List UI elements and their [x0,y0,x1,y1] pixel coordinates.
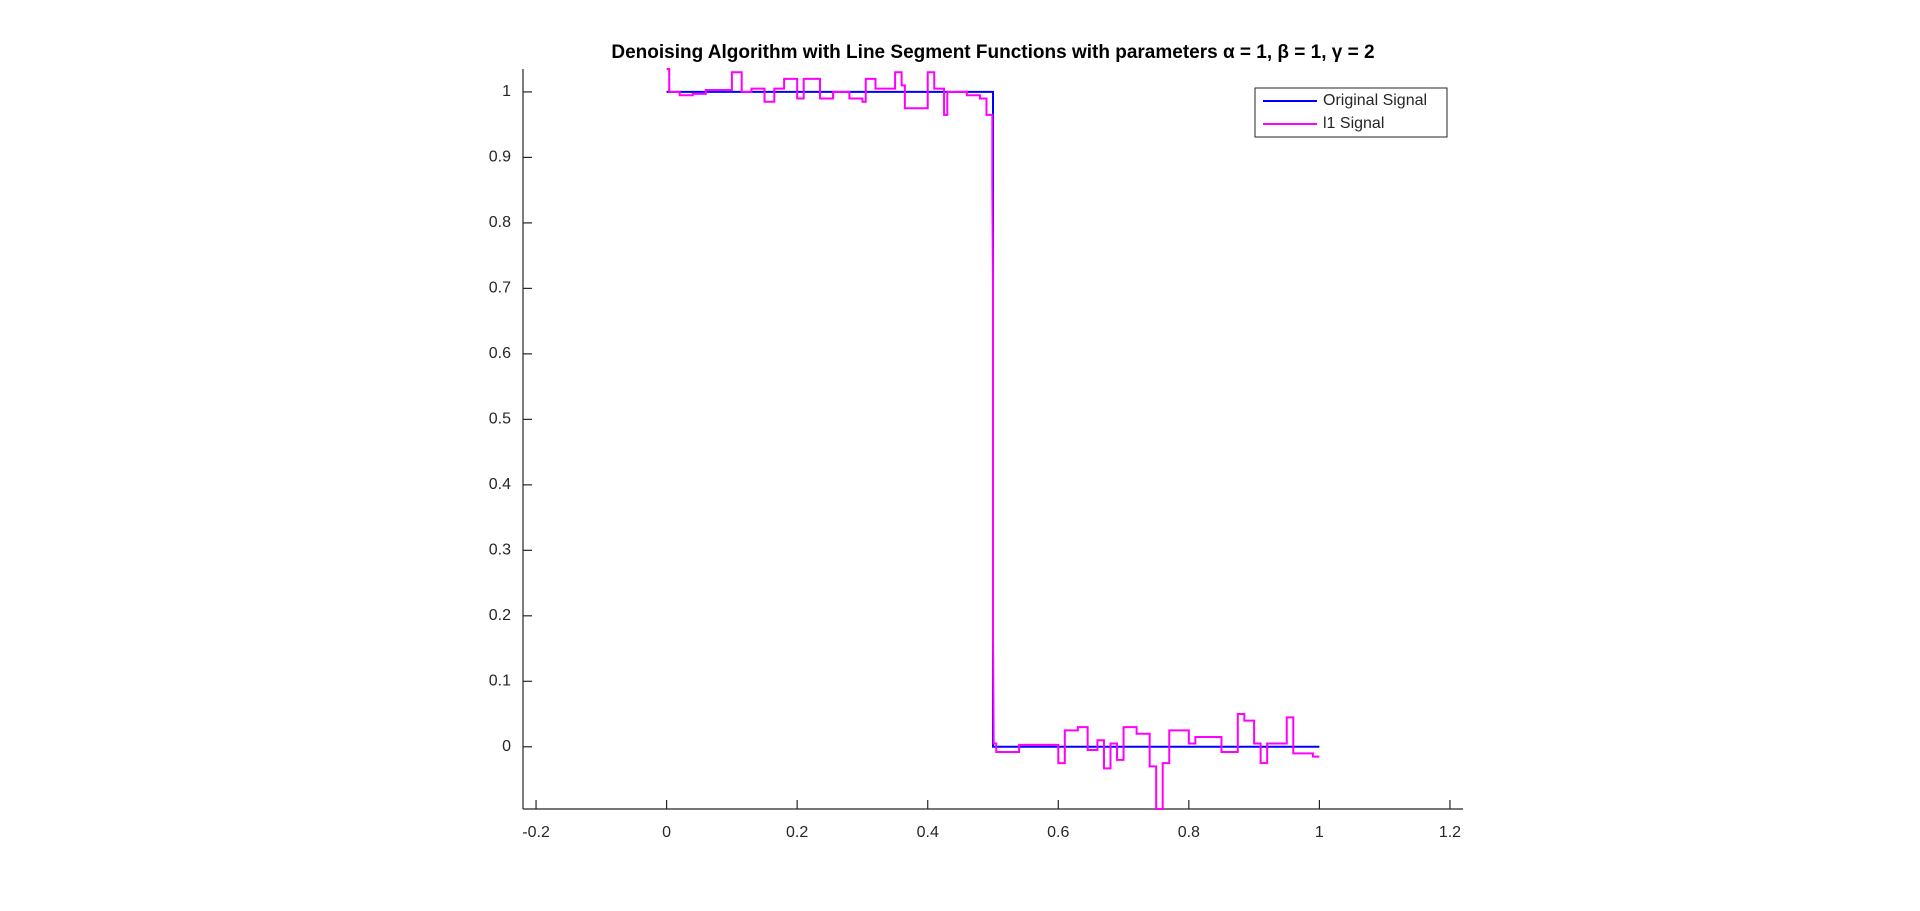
y-tick-label: 1 [502,83,511,100]
y-tick-label: 0.8 [489,214,511,231]
x-tick-label: -0.2 [522,824,550,841]
legend-label: Original Signal [1323,92,1427,109]
chart-title: Denoising Algorithm with Line Segment Fu… [611,42,1374,63]
y-tick-label: 0.3 [489,542,511,559]
y-tick-label: 0.4 [489,476,511,493]
legend-label: l1 Signal [1323,115,1384,132]
x-tick-label: 1.2 [1439,824,1461,841]
legend-box [1254,87,1448,138]
series-line [666,68,1320,810]
x-tick-label: 1 [1315,824,1324,841]
x-tick-label: 0.2 [786,824,808,841]
y-tick-label: 0.7 [489,280,511,297]
x-tick-label: 0.4 [917,824,939,841]
x-tick-label: 0 [662,824,671,841]
x-tick-label: 0.6 [1047,824,1069,841]
x-tick-label: 0.8 [1178,824,1200,841]
y-tick-label: 0.9 [489,149,511,166]
y-tick-label: 0.2 [489,607,511,624]
y-tick-label: 0.6 [489,345,511,362]
y-tick-label: 0 [502,738,511,755]
y-tick-label: 0.1 [489,673,511,690]
y-tick-label: 0.5 [489,411,511,428]
